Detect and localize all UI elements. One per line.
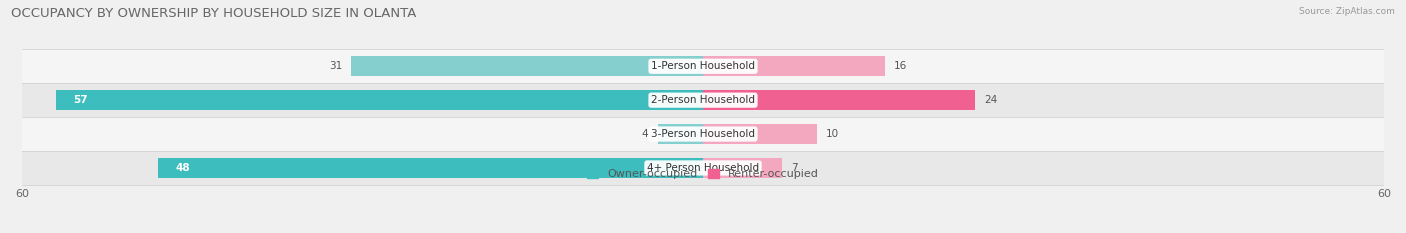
Text: 4: 4 — [643, 129, 648, 139]
Bar — [22, 83, 1384, 117]
Text: Source: ZipAtlas.com: Source: ZipAtlas.com — [1299, 7, 1395, 16]
Text: 3-Person Household: 3-Person Household — [651, 129, 755, 139]
Bar — [703, 158, 783, 178]
Bar — [703, 124, 817, 144]
Bar — [703, 90, 976, 110]
Text: 10: 10 — [825, 129, 839, 139]
Bar — [22, 117, 1384, 151]
Bar — [658, 124, 703, 144]
Bar — [56, 90, 703, 110]
Legend: Owner-occupied, Renter-occupied: Owner-occupied, Renter-occupied — [582, 165, 824, 184]
Text: 48: 48 — [176, 163, 190, 173]
Text: 4+ Person Household: 4+ Person Household — [647, 163, 759, 173]
Bar — [159, 158, 703, 178]
Text: 24: 24 — [984, 95, 998, 105]
Text: 57: 57 — [73, 95, 87, 105]
Text: 1-Person Household: 1-Person Household — [651, 61, 755, 71]
Text: 7: 7 — [792, 163, 799, 173]
Text: 2-Person Household: 2-Person Household — [651, 95, 755, 105]
Bar — [352, 56, 703, 76]
Text: 31: 31 — [329, 61, 342, 71]
Bar — [22, 151, 1384, 185]
Text: OCCUPANCY BY OWNERSHIP BY HOUSEHOLD SIZE IN OLANTA: OCCUPANCY BY OWNERSHIP BY HOUSEHOLD SIZE… — [11, 7, 416, 20]
Bar — [703, 56, 884, 76]
Bar — [22, 49, 1384, 83]
Text: 16: 16 — [894, 61, 907, 71]
